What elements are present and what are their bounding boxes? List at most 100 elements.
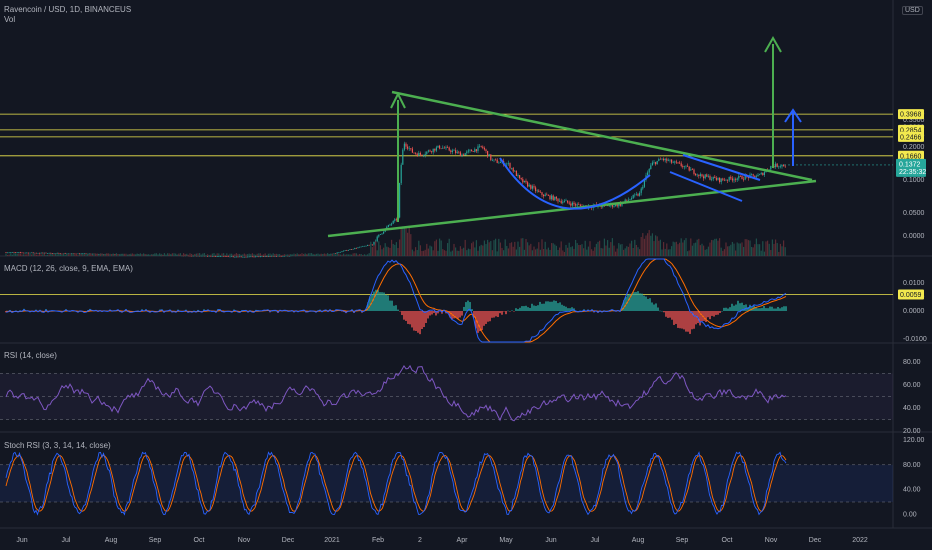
volume-bar xyxy=(29,254,31,256)
volume-bar xyxy=(416,250,418,256)
volume-bar xyxy=(635,244,637,256)
volume-bar xyxy=(93,253,95,256)
candle-body xyxy=(202,255,204,257)
candle-body xyxy=(546,194,548,196)
macd-hist-bar xyxy=(645,296,647,311)
volume-bar xyxy=(555,245,557,256)
candle-body xyxy=(442,147,444,149)
candle-body xyxy=(563,200,565,202)
volume-bar xyxy=(530,243,532,256)
volume-bar xyxy=(472,241,474,256)
price-level-tag xyxy=(898,150,924,161)
volume-bar xyxy=(162,254,164,256)
candle-body xyxy=(464,153,466,156)
volume-bar xyxy=(725,242,727,256)
candle-body xyxy=(219,256,221,257)
candle-body xyxy=(472,151,474,152)
volume-bar xyxy=(189,253,191,256)
volume-bar xyxy=(43,253,45,256)
candle-body xyxy=(19,252,21,253)
macd-hist-bar xyxy=(537,305,539,311)
volume-bar xyxy=(397,248,399,256)
macd-hist-bar xyxy=(715,311,717,315)
candle-body xyxy=(679,162,681,164)
candle-body xyxy=(51,253,53,255)
macd-hist-bar xyxy=(695,311,697,325)
volume-bar xyxy=(274,254,276,256)
volume-bar xyxy=(248,253,250,256)
candle-body xyxy=(218,256,220,257)
volume-bar xyxy=(64,254,66,256)
volume-bar xyxy=(451,250,453,256)
candle-body xyxy=(511,168,513,169)
volume-bar xyxy=(205,254,207,256)
volume-bar xyxy=(672,241,674,256)
candle-body xyxy=(21,252,23,254)
candle-body xyxy=(584,205,586,206)
candle-body xyxy=(483,147,485,150)
volume-bar xyxy=(675,241,677,256)
volume-bar xyxy=(455,247,457,256)
volume-bar xyxy=(517,241,519,256)
volume-bar xyxy=(376,250,378,256)
candle-body xyxy=(674,161,676,163)
macd-hist-bar xyxy=(407,311,409,324)
candle-body xyxy=(392,220,394,224)
volume-bar xyxy=(88,254,90,256)
volume-bar xyxy=(338,253,340,256)
candle-body xyxy=(386,226,388,229)
volume-bar xyxy=(139,253,141,256)
macd-hist-bar xyxy=(535,305,537,311)
macd-hist-bar xyxy=(653,304,655,311)
candle-body xyxy=(706,174,708,177)
candle-body xyxy=(451,150,453,153)
volume-bar xyxy=(386,246,388,256)
volume-bar xyxy=(447,243,449,256)
volume-bar xyxy=(619,244,621,256)
volume-bar xyxy=(666,243,668,256)
volume-bar xyxy=(490,241,492,256)
candle-body xyxy=(26,252,28,254)
macd-hist-bar xyxy=(509,311,511,312)
candle-body xyxy=(735,179,737,180)
candle-body xyxy=(269,256,271,257)
candle-body xyxy=(335,253,337,254)
macd-hist-bar xyxy=(681,311,683,329)
candle-body xyxy=(431,151,433,153)
candle-body xyxy=(389,224,391,226)
volume-bar xyxy=(359,253,361,256)
volume-bar xyxy=(170,254,172,256)
macd-hist-bar xyxy=(435,311,437,316)
volume-bar xyxy=(515,249,517,256)
macd-hist-bar xyxy=(491,311,493,318)
volume-bar xyxy=(255,254,257,256)
volume-bar xyxy=(503,250,505,256)
volume-bar xyxy=(339,254,341,256)
macd-hist-bar xyxy=(743,305,745,311)
x-tick-label: Aug xyxy=(632,537,645,544)
candle-body xyxy=(733,179,735,181)
volume-bar xyxy=(71,253,73,256)
target-arrow-2 xyxy=(764,35,782,168)
volume-bar xyxy=(514,241,516,256)
candle-body xyxy=(463,154,465,156)
price-candles xyxy=(5,141,786,258)
volume-bar xyxy=(741,242,743,256)
volume-bar xyxy=(498,238,500,256)
macd-hist-bar xyxy=(739,303,741,311)
volume-bar xyxy=(99,253,101,256)
macd-hist-bar xyxy=(777,306,779,311)
macd-hist-bar xyxy=(711,311,713,316)
macd-hist-bar xyxy=(389,300,391,311)
volume-bar xyxy=(269,253,271,256)
volume-bar xyxy=(477,250,479,256)
candle-body xyxy=(419,152,421,155)
candle-body xyxy=(101,253,103,255)
currency-button[interactable]: USD xyxy=(902,6,923,15)
macd-hist-bar xyxy=(531,303,533,311)
volume-bar xyxy=(279,254,281,256)
volume-bar xyxy=(15,253,17,256)
candle-body xyxy=(779,166,781,168)
macd-hist-bar xyxy=(405,311,407,321)
